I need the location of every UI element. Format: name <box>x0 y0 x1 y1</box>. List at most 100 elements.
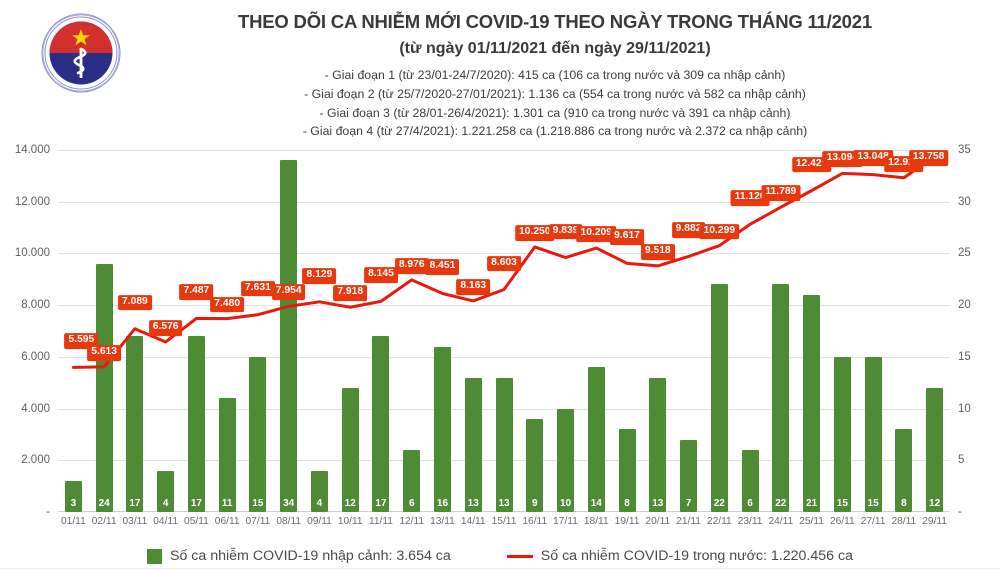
bar-02/11 <box>95 263 113 512</box>
bar-value-label-11/11: 17 <box>375 498 387 509</box>
bar-value-label-16/11: 9 <box>531 498 538 509</box>
y-left-tick-5: 10.000 <box>14 247 50 260</box>
bar-value-label-23/11: 6 <box>747 498 753 509</box>
bar-value-label-17/11: 10 <box>559 498 572 509</box>
bar-value-label-01/11: 3 <box>70 498 77 509</box>
x-tick-22/11: 22/11 <box>706 516 732 527</box>
legend-bar-label: Số ca nhiễm COVID-19 nhập cảnh: 3.654 ca <box>170 548 451 564</box>
bar-17/11 <box>557 408 575 512</box>
bar-09/11 <box>310 470 328 512</box>
bar-05/11 <box>187 336 205 512</box>
phase-line-1: - Giai đoạn 1 (từ 23/01-24/7/2020): 415 … <box>324 68 786 83</box>
line-value-label-22/11: 10.299 <box>699 223 740 240</box>
y-axis-right: - 5 10 15 20 25 30 35 <box>952 144 1000 518</box>
bar-value-label-18/11: 14 <box>590 498 602 509</box>
y-left-tick-2: 4.000 <box>21 402 50 415</box>
bar-27/11 <box>864 356 882 512</box>
bar-value-label-13/11: 16 <box>436 498 449 509</box>
x-tick-28/11: 28/11 <box>891 516 917 527</box>
bar-20/11 <box>649 377 667 512</box>
bar-value-label-04/11: 4 <box>162 498 169 509</box>
bar-value-label-05/11: 17 <box>190 498 202 509</box>
line-series-domestic-cases <box>58 150 950 512</box>
gridline-5 <box>58 253 950 255</box>
bar-value-label-19/11: 8 <box>624 498 630 509</box>
y-left-tick-4: 8.000 <box>21 299 50 312</box>
bar-18/11 <box>587 367 605 512</box>
line-value-label-27/11: 13.048 <box>853 150 893 166</box>
line-value-label-20/11: 9.518 <box>640 243 675 260</box>
x-tick-19/11: 19/11 <box>614 516 640 527</box>
x-tick-26/11: 26/11 <box>829 516 855 527</box>
bar-08/11 <box>280 160 298 512</box>
bar-value-label-07/11: 15 <box>252 498 264 509</box>
bar-25/11 <box>803 294 821 512</box>
ministry-of-health-logo-icon <box>40 12 122 94</box>
bar-21/11 <box>680 439 698 512</box>
x-tick-27/11: 27/11 <box>860 516 886 527</box>
chart-legend: Số ca nhiễm COVID-19 nhập cảnh: 3.654 ca… <box>0 542 1000 570</box>
x-tick-02/11: 02/11 <box>91 516 117 527</box>
bar-28/11 <box>895 429 913 512</box>
legend-bar-swatch-icon <box>147 548 163 564</box>
line-value-label-16/11: 10.250 <box>515 225 555 241</box>
line-value-label-04/11: 6.576 <box>148 320 183 336</box>
y-right-tick-6: 30 <box>958 195 971 208</box>
legend-divider <box>0 568 1000 569</box>
y-right-tick-4: 20 <box>958 299 971 312</box>
line-value-label-21/11: 9.882 <box>671 222 706 239</box>
line-value-label-29/11: 13.758 <box>908 150 949 166</box>
title-block: THEO DÕI CA NHIỄM MỚI COVID-19 THEO NGÀY… <box>150 10 960 141</box>
bar-value-label-15/11: 13 <box>498 498 510 509</box>
x-tick-04/11: 04/11 <box>153 516 179 527</box>
x-tick-29/11: 29/11 <box>922 516 947 527</box>
bar-value-label-09/11: 4 <box>316 498 323 509</box>
x-tick-03/11: 03/11 <box>122 516 148 527</box>
page-title: THEO DÕI CA NHIỄM MỚI COVID-19 THEO NGÀY… <box>238 11 872 32</box>
y-left-tick-3: 6.000 <box>21 350 50 363</box>
bar-15/11 <box>495 377 513 512</box>
bar-value-label-21/11: 7 <box>685 498 692 509</box>
line-value-label-25/11: 12.429 <box>791 156 832 173</box>
x-tick-13/11: 13/11 <box>430 516 455 527</box>
x-tick-10/11: 10/11 <box>337 516 363 527</box>
line-value-label-03/11: 7.089 <box>118 294 152 311</box>
bar-06/11 <box>218 398 236 512</box>
y-right-tick-3: 15 <box>958 350 971 363</box>
bar-value-label-06/11: 11 <box>221 498 233 509</box>
x-tick-07/11: 07/11 <box>245 516 271 527</box>
x-tick-21/11: 21/11 <box>676 516 701 527</box>
y-left-tick-0: - <box>46 506 50 518</box>
line-value-label-13/11: 8.451 <box>425 259 460 276</box>
x-tick-18/11: 18/11 <box>583 516 609 527</box>
legend-line-label: Số ca nhiễm COVID-19 trong nước: 1.220.4… <box>540 548 853 564</box>
bar-value-label-22/11: 22 <box>713 498 725 509</box>
bar-07/11 <box>249 356 267 512</box>
line-value-label-06/11: 7.480 <box>210 296 245 313</box>
bar-value-label-20/11: 13 <box>652 498 664 509</box>
bar-23/11 <box>741 449 759 512</box>
bar-value-label-25/11: 21 <box>806 498 818 509</box>
line-value-label-14/11: 8.163 <box>456 279 491 295</box>
y-left-tick-6: 12.000 <box>14 195 50 208</box>
x-tick-15/11: 15/11 <box>491 516 517 527</box>
bar-01/11 <box>64 480 82 512</box>
x-tick-14/11: 14/11 <box>460 516 486 527</box>
x-tick-17/11: 17/11 <box>553 516 578 527</box>
y-right-tick-0: - <box>958 506 962 518</box>
bar-value-label-28/11: 8 <box>901 498 907 509</box>
x-tick-16/11: 16/11 <box>522 516 548 527</box>
bar-29/11 <box>926 387 944 512</box>
x-tick-23/11: 23/11 <box>737 516 763 527</box>
bar-24/11 <box>772 284 790 512</box>
line-value-label-26/11: 13.094 <box>822 151 863 168</box>
bar-series-imported-cases: 3 24 17 4 17 11 15 34 4 12 17 6 16 13 13 9 10 14 8 13 7 22 6 22… <box>58 150 950 512</box>
x-axis-date-labels: 01/11 02/11 03/11 04/11 05/11 06/11 07/11 08/11… <box>58 516 950 536</box>
bar-10/11 <box>341 387 359 512</box>
y-axis-left: - 2.000 4.000 6.000 8.000 10.000 12.000 14.000 <box>0 144 54 518</box>
y-right-tick-2: 10 <box>958 402 971 415</box>
x-tick-08/11: 08/11 <box>276 516 302 527</box>
legend-line-swatch-icon <box>506 554 533 558</box>
bar-22/11 <box>710 284 728 512</box>
line-value-label-05/11: 7.487 <box>179 284 214 301</box>
